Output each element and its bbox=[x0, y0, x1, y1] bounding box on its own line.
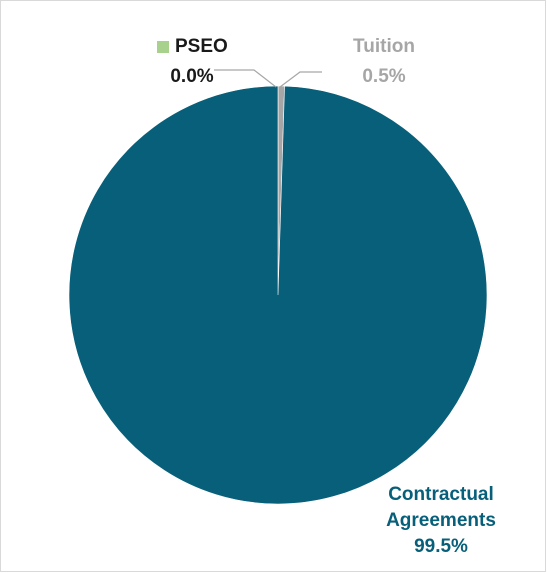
data-label-contractual-agreements-value: 99.5% bbox=[414, 536, 468, 557]
pseo-legend-key bbox=[157, 41, 169, 53]
data-label-contractual-agreements-name-line1: Contractual bbox=[388, 484, 494, 505]
pie-slice-contractual-agreements bbox=[68, 85, 488, 505]
data-label-contractual-agreements-name-line2: Agreements bbox=[386, 510, 496, 531]
data-label-tuition-value: 0.5% bbox=[362, 66, 405, 87]
data-label-pseo-name: PSEO bbox=[175, 36, 228, 57]
leader-lines bbox=[214, 69, 322, 88]
data-label-tuition-name: Tuition bbox=[353, 36, 415, 57]
leader-line-tuition bbox=[279, 71, 322, 88]
data-label-pseo-value: 0.0% bbox=[170, 66, 213, 87]
leader-line-pseo bbox=[214, 69, 277, 88]
pie-slices bbox=[68, 85, 488, 505]
